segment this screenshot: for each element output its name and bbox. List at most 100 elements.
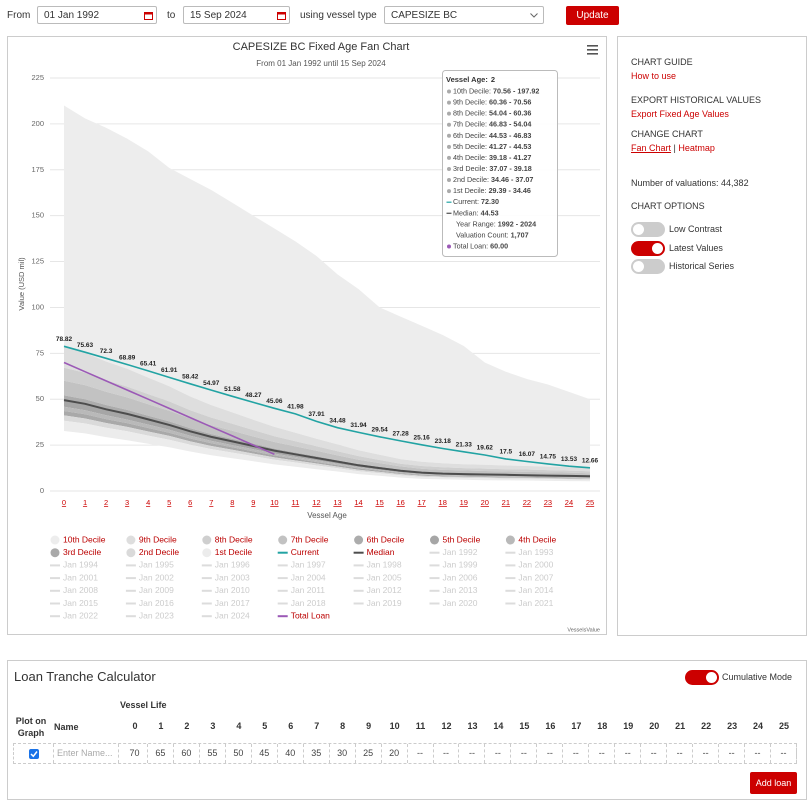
- loan-cell[interactable]: 55: [200, 744, 226, 763]
- legend-item[interactable]: Jan 2018: [277, 598, 326, 608]
- loan-cell[interactable]: 60: [174, 744, 200, 763]
- legend-item[interactable]: 8th Decile: [202, 534, 253, 545]
- x-tick-label[interactable]: 10: [270, 498, 278, 507]
- plot-checkbox[interactable]: [29, 749, 39, 759]
- legend-item[interactable]: Jan 2009: [125, 585, 174, 595]
- x-tick-label[interactable]: 1: [83, 498, 87, 507]
- name-input[interactable]: Enter Name...: [53, 744, 119, 763]
- loan-cell[interactable]: --: [485, 744, 512, 763]
- legend-item[interactable]: Jan 2012: [353, 585, 402, 595]
- loan-cell[interactable]: --: [408, 744, 434, 763]
- legend-item[interactable]: Jan 2022: [50, 610, 98, 620]
- x-tick-label[interactable]: 11: [292, 498, 300, 507]
- loan-cell[interactable]: 65: [148, 744, 174, 763]
- legend-item[interactable]: 10th Decile: [50, 534, 106, 545]
- x-tick-label[interactable]: 19: [460, 498, 468, 507]
- legend-item[interactable]: Jan 2008: [50, 585, 98, 595]
- x-tick-label[interactable]: 20: [481, 498, 489, 507]
- legend-item[interactable]: Jan 2000: [505, 560, 554, 570]
- x-tick-label[interactable]: 13: [333, 498, 341, 507]
- legend-item[interactable]: Jan 2021: [505, 598, 554, 608]
- legend-item[interactable]: Jan 2020: [429, 598, 478, 608]
- x-tick-label[interactable]: 25: [586, 498, 594, 507]
- guide-link[interactable]: How to use: [631, 71, 677, 81]
- x-tick-label[interactable]: 23: [544, 498, 552, 507]
- x-tick-label[interactable]: 14: [354, 498, 362, 507]
- x-tick-label[interactable]: 3: [125, 498, 129, 507]
- loan-cell[interactable]: --: [589, 744, 616, 763]
- x-tick-label[interactable]: 2: [104, 498, 108, 507]
- loan-cell[interactable]: --: [434, 744, 460, 763]
- legend-item[interactable]: Jan 2016: [125, 598, 174, 608]
- legend-item[interactable]: Jan 2024: [201, 610, 250, 620]
- loan-cell[interactable]: --: [615, 744, 642, 763]
- legend-item[interactable]: Jan 2013: [429, 585, 478, 595]
- x-tick-label[interactable]: 5: [167, 498, 171, 507]
- x-tick-label[interactable]: 0: [62, 498, 66, 507]
- x-tick-label[interactable]: 9: [251, 498, 255, 507]
- x-tick-label[interactable]: 4: [146, 498, 150, 507]
- legend-item[interactable]: Jan 2019: [353, 598, 402, 608]
- x-tick-label[interactable]: 16: [396, 498, 404, 507]
- loan-cell[interactable]: 40: [278, 744, 304, 763]
- from-date-input[interactable]: 01 Jan 1992: [37, 6, 157, 24]
- vessel-type-select[interactable]: CAPESIZE BC: [384, 6, 544, 24]
- legend-item[interactable]: Jan 2004: [277, 572, 326, 582]
- loan-cell[interactable]: --: [460, 744, 486, 763]
- legend-item[interactable]: Total Loan: [277, 610, 330, 620]
- loan-cell[interactable]: 45: [252, 744, 278, 763]
- menu-icon[interactable]: [587, 45, 598, 55]
- x-tick-label[interactable]: 15: [375, 498, 383, 507]
- legend-item[interactable]: Jan 2002: [125, 572, 174, 582]
- legend-item[interactable]: 5th Decile: [430, 534, 481, 545]
- loan-cell[interactable]: --: [563, 744, 590, 763]
- option-toggle[interactable]: [631, 240, 665, 256]
- legend-item[interactable]: Median: [353, 547, 395, 557]
- x-tick-label[interactable]: 12: [312, 498, 320, 507]
- legend-item[interactable]: Jan 2001: [50, 572, 98, 582]
- legend-item[interactable]: Jan 1992: [429, 547, 478, 557]
- x-tick-label[interactable]: 21: [502, 498, 510, 507]
- loan-cell[interactable]: --: [693, 744, 720, 763]
- loan-cell[interactable]: 70: [122, 744, 148, 763]
- legend-item[interactable]: Jan 2003: [201, 572, 250, 582]
- loan-cell[interactable]: 50: [226, 744, 252, 763]
- loan-cell[interactable]: --: [771, 744, 797, 763]
- option-toggle[interactable]: [631, 222, 665, 237]
- loan-cell[interactable]: 25: [356, 744, 382, 763]
- legend-item[interactable]: 1st Decile: [202, 547, 252, 558]
- legend-item[interactable]: 9th Decile: [126, 534, 177, 545]
- legend-item[interactable]: Jan 2015: [50, 598, 98, 608]
- fan-chart-link[interactable]: Fan Chart: [631, 143, 672, 153]
- loan-cell[interactable]: --: [537, 744, 564, 763]
- legend-item[interactable]: Jan 2006: [429, 572, 478, 582]
- legend-item[interactable]: Jan 1997: [277, 560, 326, 570]
- loan-cell[interactable]: 20: [382, 744, 408, 763]
- legend-item[interactable]: Jan 2011: [277, 585, 326, 595]
- legend-item[interactable]: Current: [277, 547, 320, 557]
- loan-cell[interactable]: --: [641, 744, 668, 763]
- legend-item[interactable]: 6th Decile: [354, 534, 405, 545]
- loan-cell[interactable]: 35: [304, 744, 330, 763]
- loan-cell[interactable]: --: [511, 744, 538, 763]
- heatmap-link[interactable]: Heatmap: [678, 143, 715, 153]
- x-tick-label[interactable]: 24: [565, 498, 573, 507]
- add-loan-button[interactable]: Add loan: [750, 772, 797, 794]
- x-tick-label[interactable]: 6: [188, 498, 192, 507]
- legend-item[interactable]: Jan 2017: [201, 598, 250, 608]
- cumulative-toggle[interactable]: [685, 670, 719, 685]
- x-tick-label[interactable]: 7: [209, 498, 213, 507]
- legend-item[interactable]: Jan 2014: [505, 585, 554, 595]
- loan-cell[interactable]: --: [745, 744, 772, 763]
- x-tick-label[interactable]: 8: [230, 498, 234, 507]
- update-button[interactable]: Update: [566, 6, 619, 25]
- legend-item[interactable]: Jan 2007: [505, 572, 554, 582]
- loan-cell[interactable]: 30: [330, 744, 356, 763]
- legend-item[interactable]: Jan 2023: [125, 610, 174, 620]
- x-tick-label[interactable]: 22: [523, 498, 531, 507]
- export-link[interactable]: Export Fixed Age Values: [631, 109, 729, 119]
- loan-cell[interactable]: --: [719, 744, 746, 763]
- x-tick-label[interactable]: 17: [418, 498, 426, 507]
- to-date-input[interactable]: 15 Sep 2024: [183, 6, 290, 24]
- legend-item[interactable]: Jan 2010: [201, 585, 250, 595]
